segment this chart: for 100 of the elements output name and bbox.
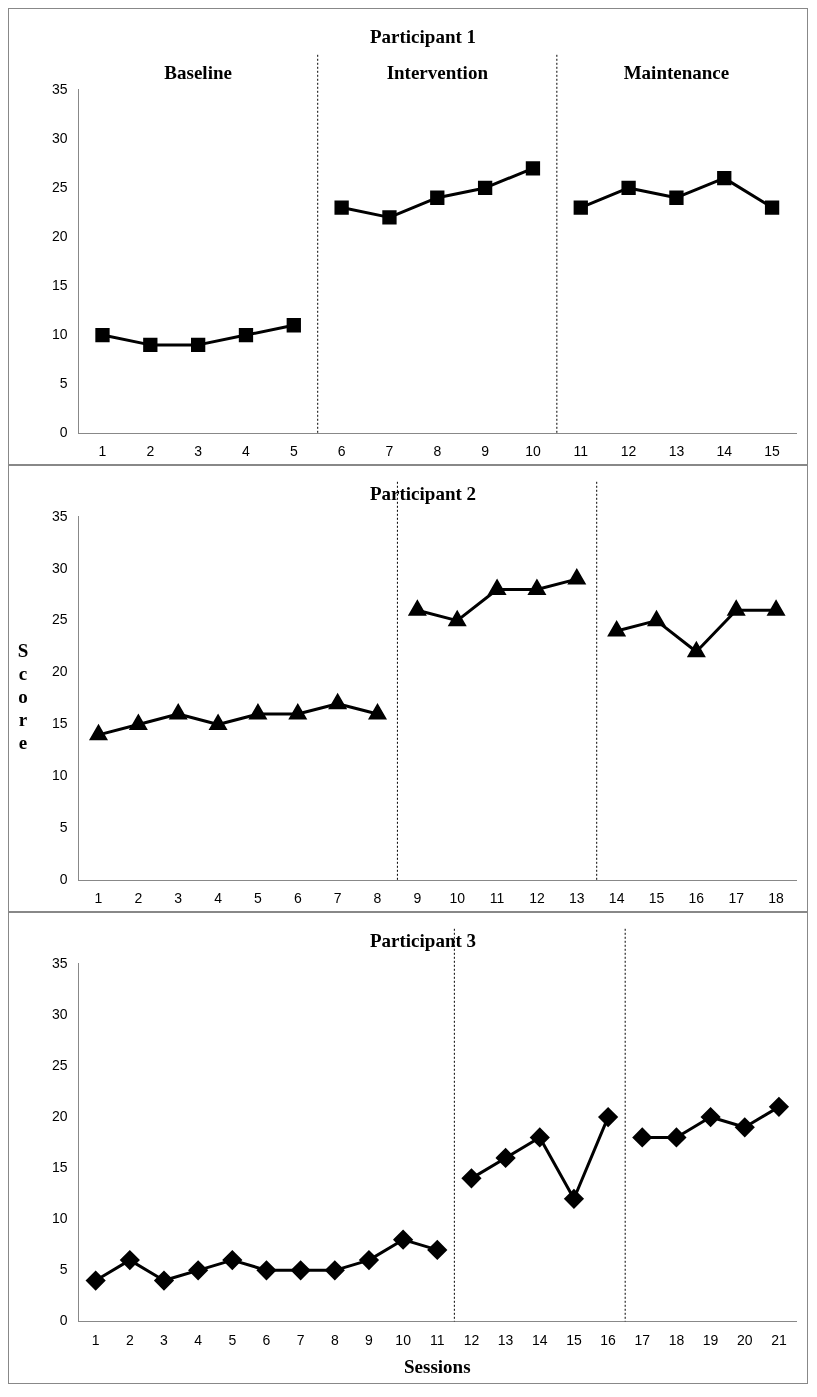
point [143, 337, 158, 353]
x-tick-label: 17 [634, 1331, 651, 1348]
point [369, 704, 386, 720]
point [530, 1127, 550, 1147]
x-tick-label: 8 [330, 1331, 339, 1348]
x-tick-label: 7 [385, 443, 394, 460]
y-tick-label: 10 [51, 1210, 68, 1227]
point [238, 327, 254, 343]
x-tick-label: 5 [254, 890, 263, 907]
point [488, 579, 506, 595]
point [334, 200, 349, 215]
x-tick-label: 14 [716, 443, 733, 460]
y-tick-label: 5 [59, 1261, 68, 1278]
x-tick-label: 3 [194, 443, 203, 460]
point [767, 600, 785, 616]
point [448, 611, 466, 627]
point [568, 569, 586, 585]
point [190, 337, 206, 353]
y-tick-label: 35 [51, 954, 68, 971]
y-tick-label: 5 [59, 819, 68, 836]
chart-title: Participant 1 [369, 26, 477, 48]
point [717, 170, 732, 186]
x-tick-label: 2 [134, 890, 143, 907]
x-tick-label: 18 [668, 1331, 685, 1348]
y-tick-label: 30 [51, 129, 68, 146]
x-tick-label: 6 [293, 890, 302, 907]
y-tick-label: 0 [59, 1312, 68, 1329]
x-tick-label: 1 [98, 443, 107, 460]
x-tick-label: 9 [481, 443, 490, 460]
x-tick-label: 12 [529, 890, 545, 907]
x-tick-label: 16 [600, 1331, 617, 1348]
y-tick-label: 10 [51, 325, 68, 342]
x-tick-label: 11 [573, 443, 589, 460]
x-tick-label: 2 [125, 1331, 134, 1348]
point [701, 1107, 721, 1127]
y-tick-label: 35 [51, 80, 68, 97]
point [209, 714, 227, 730]
y-tick-label: 20 [51, 227, 68, 244]
point [564, 1189, 584, 1209]
x-tick-label: 4 [242, 443, 251, 460]
x-tick-label: 4 [194, 1331, 203, 1348]
point [256, 1260, 276, 1280]
x-tick-label: 10 [449, 890, 466, 907]
x-tick-label: 8 [373, 890, 382, 907]
x-tick-label: 18 [768, 890, 785, 907]
point [477, 180, 493, 196]
x-tick-label: 13 [668, 443, 685, 460]
x-tick-label: 15 [648, 890, 665, 907]
point [382, 210, 397, 225]
point [86, 1271, 106, 1291]
x-tick-label: 16 [688, 890, 705, 907]
x-tick-label: 9 [365, 1331, 374, 1348]
chart-title: Participant 3 [369, 930, 477, 952]
y-tick-label: 30 [51, 559, 68, 576]
y-tick-label: 0 [59, 424, 68, 441]
point [289, 704, 307, 720]
y-tick-label: 5 [59, 375, 68, 391]
y-tick-label: 25 [51, 611, 68, 628]
point [427, 1240, 447, 1260]
y-tick-label: 35 [51, 507, 68, 524]
x-tick-label: 21 [771, 1331, 787, 1348]
point [687, 642, 705, 658]
x-tick-label: 1 [94, 890, 103, 907]
point [669, 190, 684, 205]
x-tick-label: 14 [608, 890, 625, 907]
x-tick-label: 11 [489, 890, 505, 907]
text: Intervention [386, 62, 489, 84]
y-tick-label: 10 [51, 767, 68, 784]
point [666, 1127, 686, 1147]
y-tick-label: 15 [51, 1159, 68, 1175]
point [222, 1250, 242, 1270]
x-tick-label: 20 [736, 1331, 753, 1348]
point [528, 579, 546, 595]
point [764, 200, 780, 215]
x-tick-label: 13 [569, 890, 585, 907]
x-tick-label: 17 [728, 890, 745, 907]
point [325, 1260, 345, 1280]
x-tick-label: 11 [430, 1331, 445, 1348]
y-tick-label: 30 [51, 1005, 68, 1022]
x-tick-label: 10 [525, 443, 541, 460]
point [632, 1127, 652, 1147]
x-tick-label: 19 [702, 1331, 719, 1348]
x-tick-label: 9 [413, 890, 422, 907]
x-tick-label: 6 [337, 443, 346, 460]
x-axis-title: Sessions [404, 1355, 471, 1377]
x-tick-label: 5 [228, 1331, 237, 1348]
text: Maintenance [623, 62, 730, 84]
y-tick-label: 25 [51, 178, 68, 195]
x-tick-label: 15 [566, 1331, 582, 1348]
x-tick-label: 2 [146, 443, 155, 460]
point [129, 714, 147, 730]
point [408, 600, 426, 616]
x-tick-label: 10 [395, 1331, 412, 1348]
point [525, 161, 541, 176]
point [359, 1250, 379, 1270]
point [393, 1230, 413, 1250]
x-tick-label: 6 [262, 1331, 271, 1348]
x-tick-label: 7 [333, 890, 342, 907]
y-tick-label: 0 [59, 871, 68, 888]
point [430, 190, 445, 205]
